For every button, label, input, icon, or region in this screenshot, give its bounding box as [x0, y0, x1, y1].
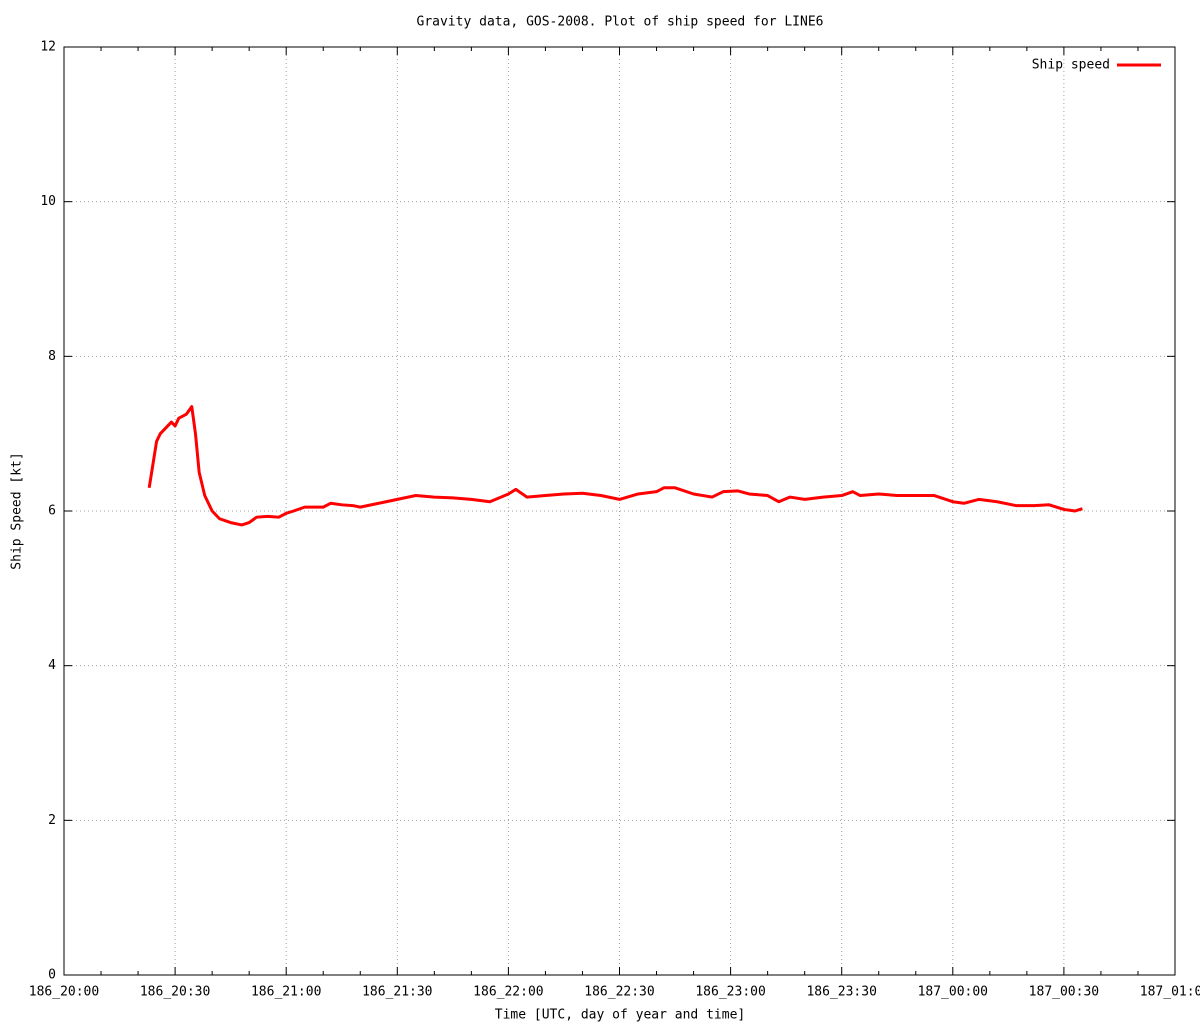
- legend-label: Ship speed: [1032, 58, 1110, 73]
- y-tick-label: 8: [48, 349, 56, 364]
- plot-frame: [63, 46, 1176, 976]
- x-tick-label: 186_21:30: [362, 985, 432, 1000]
- x-tick-label: 186_22:00: [473, 985, 543, 1000]
- y-tick-label: 0: [48, 968, 56, 983]
- x-tick-label: 186_20:00: [29, 985, 99, 1000]
- chart-title: Gravity data, GOS-2008. Plot of ship spe…: [417, 15, 824, 30]
- y-tick-label: 4: [48, 658, 56, 673]
- x-tick-label: 187_01:00: [1140, 985, 1200, 1000]
- y-axis-label: Ship Speed [kt]: [10, 452, 25, 569]
- x-axis-label: Time [UTC, day of year and time]: [495, 1008, 745, 1023]
- x-tick-label: 186_22:30: [584, 985, 654, 1000]
- y-tick-label: 12: [40, 40, 56, 55]
- x-tick-label: 186_20:30: [140, 985, 210, 1000]
- y-tick-label: 2: [48, 813, 56, 828]
- x-tick-label: 186_23:00: [695, 985, 765, 1000]
- data-line: [147, 405, 1083, 527]
- y-tick-label: 6: [48, 504, 56, 519]
- x-tick-label: 187_00:30: [1029, 985, 1099, 1000]
- x-tick-label: 186_23:30: [806, 985, 876, 1000]
- x-tick-label: 186_21:00: [251, 985, 321, 1000]
- y-tick-label: 10: [40, 194, 56, 209]
- x-tick-label: 187_00:00: [918, 985, 988, 1000]
